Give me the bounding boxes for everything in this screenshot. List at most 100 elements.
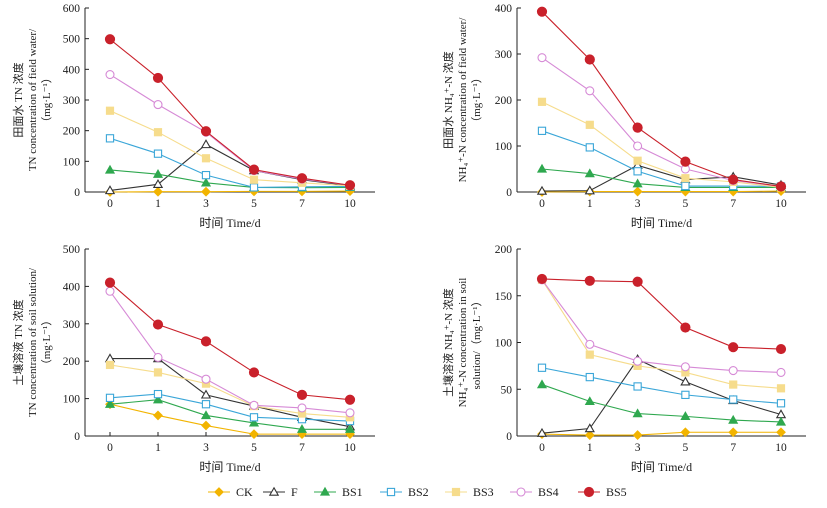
y-axis-label: 田面水 TN 浓度 (11, 62, 25, 137)
data-point-bs1 (775, 416, 787, 426)
data-point-bs5 (728, 174, 739, 185)
data-point-bs3 (105, 106, 115, 115)
x-tick-label: 10 (344, 442, 356, 454)
data-point-bs4 (201, 374, 211, 384)
data-point-bs2 (105, 393, 115, 403)
data-point-bs4 (105, 286, 115, 296)
data-point-bs2 (776, 399, 786, 408)
data-point-bs4 (728, 365, 738, 376)
series-line-bs4 (109, 74, 351, 186)
data-point-bs1 (200, 177, 212, 187)
y-tick-label: 50 (501, 384, 513, 396)
y-tick-label: 100 (495, 338, 513, 350)
data-point-bs5 (200, 126, 212, 137)
data-point-bs5 (344, 180, 356, 191)
data-point-bs2 (153, 389, 163, 399)
data-point-bs4 (153, 100, 163, 110)
chart-panel-4: 0 50 100 150 200 0 1 3 5 7 10 时间 Time/d 土壤溶液 NH₄⁺-N … (441, 244, 806, 474)
data-point-bs5 (104, 277, 116, 288)
data-point-bs5 (536, 273, 548, 285)
series-line-bs4 (541, 57, 782, 188)
data-point-ck (584, 430, 595, 440)
data-point-bs1 (584, 396, 595, 406)
data-point-bs4 (633, 356, 643, 366)
x-tick-label: 5 (683, 198, 689, 210)
data-point-f (680, 376, 691, 386)
chart-panel-2: 0 100 200 300 400 0 1 3 5 7 10 时间 Time/d 田面水 NH₄⁺-N … (441, 3, 806, 230)
y-axis-label: 土壤溶液 NH₄⁺-N 浓度 (441, 288, 455, 397)
data-point-ck (249, 429, 259, 440)
series-line-bs5 (109, 38, 351, 186)
data-point-bs5 (680, 322, 691, 333)
data-point-ck (680, 427, 691, 438)
data-point-bs3 (105, 360, 115, 370)
chart-panel-3: 0 100 200 300 400 500 0 1 3 5 7 10 时间 Time/d 土壤溶液 TN … (11, 244, 375, 474)
data-point-bs1 (536, 163, 548, 173)
legend-label: F (291, 485, 298, 499)
data-point-f (200, 389, 212, 399)
x-tick-label: 0 (539, 442, 545, 454)
data-point-bs3 (633, 156, 642, 165)
series-bs4 (537, 53, 786, 192)
data-point-bs2 (633, 382, 642, 391)
y-tick-label: 500 (63, 34, 81, 46)
data-point-bs1 (104, 399, 116, 408)
series-line-f (109, 143, 351, 192)
data-point-bs5 (296, 173, 308, 184)
y-tick-label: 100 (495, 141, 513, 153)
series-line-ck (109, 403, 350, 435)
series-line-ck (109, 190, 351, 193)
data-point-bs5 (775, 181, 787, 192)
data-point-bs2 (201, 170, 211, 180)
y-tick-label: 300 (63, 319, 81, 331)
y-tick-label: 500 (63, 244, 81, 256)
x-axis-label: 时间 Time/d (631, 216, 692, 230)
series-bs4 (105, 69, 355, 190)
data-point-f (152, 179, 164, 189)
data-point-bs2 (201, 400, 211, 409)
data-point-bs2 (681, 181, 690, 191)
data-point-f (584, 185, 595, 195)
legend-label: BS3 (473, 485, 494, 499)
legend-marker-bs3 (451, 487, 461, 497)
x-tick-label: 3 (635, 442, 641, 454)
data-point-bs4 (537, 53, 547, 63)
data-point-bs5 (584, 54, 595, 65)
data-point-bs3 (249, 175, 259, 184)
x-tick-label: 5 (251, 198, 257, 210)
legend: CK F BS1 BS2 BS3 BS4 BS5 (208, 485, 627, 499)
series-bs5 (536, 273, 787, 355)
series-line-f (541, 164, 782, 192)
data-point-bs3 (201, 154, 211, 163)
series-bs5 (104, 277, 356, 405)
series-bs5 (536, 6, 787, 192)
y-tick-label: 0 (74, 187, 80, 199)
data-point-bs5 (152, 319, 164, 330)
data-point-bs5 (344, 394, 356, 405)
series-line-bs2 (541, 367, 782, 404)
y-tick-label: 100 (63, 394, 81, 406)
legend-item-f: F (263, 485, 298, 499)
data-point-ck (153, 186, 163, 197)
data-point-bs3 (153, 128, 163, 137)
x-tick-label: 1 (587, 198, 593, 210)
y-axis-label: （mg·L⁻¹） (40, 72, 53, 128)
series-line-ck (541, 190, 782, 193)
x-tick-label: 7 (299, 198, 305, 210)
series-line-bs5 (109, 282, 351, 401)
series-line-bs2 (109, 137, 351, 188)
data-point-bs5 (104, 34, 116, 45)
data-point-bs3 (729, 380, 738, 389)
series-line-bs1 (541, 384, 782, 423)
series-bs2 (537, 126, 786, 191)
y-tick-label: 150 (495, 291, 513, 303)
y-tick-label: 0 (506, 187, 512, 199)
data-point-ck (728, 427, 739, 438)
y-tick-label: 200 (63, 126, 81, 138)
data-point-bs5 (775, 343, 787, 355)
data-point-bs4 (345, 408, 355, 418)
data-point-bs3 (153, 368, 163, 377)
data-point-bs5 (632, 276, 643, 287)
series-bs4 (105, 286, 355, 418)
